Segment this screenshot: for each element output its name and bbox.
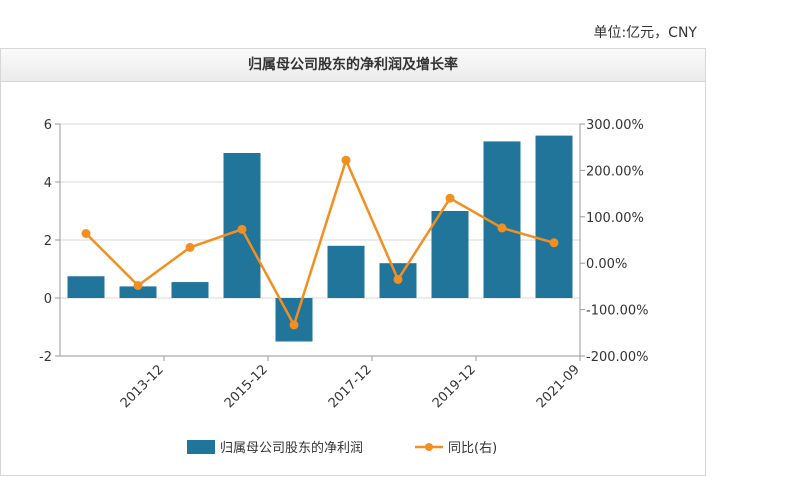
yoy-point: [133, 280, 143, 290]
yoy-point: [237, 224, 247, 234]
x-tick-label: 2015-12: [222, 362, 271, 411]
bar: [119, 286, 157, 298]
legend-swatch-bar: [187, 440, 215, 454]
yoy-point: [497, 223, 507, 233]
legend-label-bar: 归属母公司股东的净利润: [220, 440, 363, 456]
bar: [431, 211, 469, 298]
yoy-point: [185, 242, 195, 252]
bar: [171, 282, 209, 298]
x-tick-label: 2013-12: [118, 362, 167, 411]
y-right-tick-label: -200.00%: [586, 350, 649, 365]
y-right-tick-label: -100.00%: [586, 304, 649, 319]
x-tick-label: 2019-12: [430, 362, 479, 411]
yoy-point: [549, 238, 559, 248]
x-tick-label: 2017-12: [326, 362, 375, 411]
yoy-point: [341, 155, 351, 165]
y-left-tick-label: 0: [44, 292, 52, 307]
yoy-point: [393, 274, 403, 284]
y-left-tick-label: 4: [44, 176, 52, 191]
legend-label-line: 同比(右): [448, 441, 497, 456]
yoy-point: [289, 320, 299, 330]
chart-title: 归属母公司股东的净利润及增长率: [1, 49, 705, 82]
y-right-tick-label: 100.00%: [586, 211, 644, 226]
y-left-tick-label: 6: [44, 118, 52, 133]
yoy-point: [81, 229, 91, 239]
y-left-tick-label: -2: [39, 350, 52, 365]
bar: [327, 245, 365, 298]
yoy-point: [445, 193, 455, 203]
y-right-tick-label: 0.00%: [586, 257, 627, 272]
y-left-tick-label: 2: [44, 234, 52, 249]
legend-swatch-point: [425, 443, 433, 451]
unit-label: 单位:亿元，CNY: [593, 25, 697, 41]
bar: [535, 135, 573, 298]
bar: [275, 298, 313, 342]
x-tick-label: 2021-09: [534, 362, 583, 411]
y-right-tick-label: 300.00%: [586, 118, 644, 133]
y-right-tick-label: 200.00%: [586, 164, 644, 179]
bar: [67, 276, 105, 298]
yoy-line: [85, 156, 555, 329]
